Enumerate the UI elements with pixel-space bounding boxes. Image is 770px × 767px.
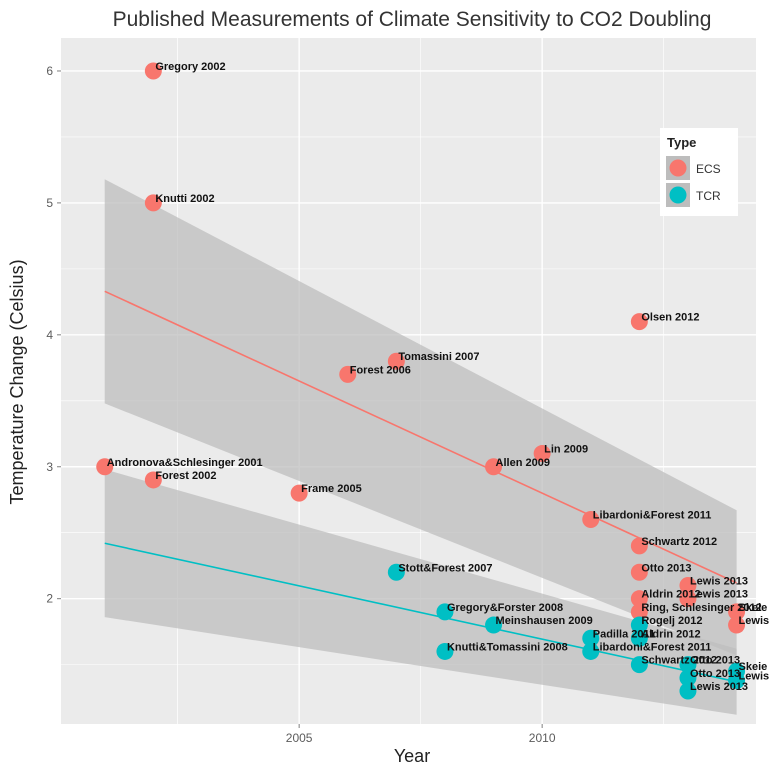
point-label: Knutti 2002 bbox=[155, 193, 214, 205]
fit-line-tcr bbox=[104, 542, 737, 683]
x-tick-label: 2005 bbox=[286, 731, 313, 745]
x-tick-label: 2010 bbox=[529, 731, 556, 745]
x-axis-title: Year bbox=[394, 746, 430, 766]
point-label: Forest 2006 bbox=[350, 364, 411, 376]
fit-line-ecs bbox=[104, 290, 737, 584]
confidence-bands bbox=[104, 179, 737, 715]
point-label: Lewis 2013 bbox=[690, 681, 748, 693]
data-point-ecs bbox=[630, 603, 648, 621]
data-point-ecs bbox=[728, 603, 746, 621]
data-point-ecs bbox=[144, 62, 162, 80]
point-label: Otto 2013 bbox=[641, 562, 691, 574]
point-label: Stott&Forest 2007 bbox=[398, 562, 492, 574]
data-point-ecs bbox=[144, 471, 162, 489]
data-point-ecs bbox=[96, 458, 114, 476]
data-point-tcr bbox=[436, 603, 454, 621]
data-point-ecs bbox=[679, 576, 697, 594]
point-label: Otto 2013 bbox=[690, 655, 740, 667]
data-point-tcr bbox=[436, 642, 454, 660]
point-label: Gregory 2002 bbox=[155, 61, 225, 73]
point-label: Aldrin 2012 bbox=[641, 628, 700, 640]
point-label: Andronova&Schlesinger 2001 bbox=[107, 457, 263, 469]
data-point-tcr bbox=[387, 563, 405, 581]
y-tick-label: 2 bbox=[46, 592, 53, 606]
data-point-ecs bbox=[144, 194, 162, 212]
data-point-ecs bbox=[533, 445, 551, 463]
data-point-tcr bbox=[630, 656, 648, 674]
point-label: Lewis bbox=[739, 670, 770, 682]
chart-title: Published Measurements of Climate Sensit… bbox=[113, 8, 712, 31]
point-label: Libardoni&Forest 2011 bbox=[593, 510, 712, 522]
point-label: Allen 2009 bbox=[496, 457, 550, 469]
point-label: Frame 2005 bbox=[301, 483, 362, 495]
point-labels: Andronova&Schlesinger 2001 Gregory 2002 Kn… bbox=[107, 61, 769, 693]
point-label: Lewis 2013 bbox=[690, 575, 748, 587]
point-label: Schwartz 2012 bbox=[641, 655, 717, 667]
y-tick-label: 3 bbox=[46, 460, 53, 474]
point-label: Olsen 2012 bbox=[641, 312, 699, 324]
point-label: Skeie bbox=[739, 602, 768, 614]
point-label: Lin 2009 bbox=[544, 444, 588, 456]
data-point-ecs bbox=[630, 563, 648, 581]
point-label: Skeie bbox=[739, 661, 768, 673]
data-point-ecs bbox=[728, 616, 746, 634]
data-point-tcr bbox=[630, 616, 648, 634]
y-axis-title: Temperature Change (Celsius) bbox=[7, 259, 27, 504]
data-point-ecs bbox=[630, 537, 648, 555]
confidence-band-ecs bbox=[104, 179, 737, 656]
data-point-ecs bbox=[630, 590, 648, 608]
data-point-tcr bbox=[582, 642, 600, 660]
axis-ticks: 2005 2010 2 3 4 5 6 bbox=[46, 64, 556, 745]
point-label: Rogelj 2012 bbox=[641, 615, 702, 627]
data-point-ecs bbox=[679, 590, 697, 608]
y-tick-label: 4 bbox=[46, 328, 53, 342]
data-point-ecs bbox=[582, 511, 600, 529]
data-point-tcr bbox=[582, 629, 600, 647]
legend-title: Type bbox=[667, 135, 696, 150]
data-point-ecs bbox=[339, 365, 357, 383]
point-label: Libardoni&Forest 2011 bbox=[593, 641, 712, 653]
point-label: Knutti&Tomassini 2008 bbox=[447, 641, 568, 653]
data-point-tcr bbox=[679, 656, 697, 674]
point-label: Padilla 2011 bbox=[593, 628, 655, 640]
data-point-ecs bbox=[387, 352, 405, 370]
legend-label-ecs: ECS bbox=[696, 162, 721, 176]
data-point-tcr bbox=[630, 629, 648, 647]
data-point-ecs bbox=[485, 458, 503, 476]
data-point-tcr bbox=[679, 669, 697, 687]
y-tick-label: 6 bbox=[46, 64, 53, 78]
legend-label-tcr: TCR bbox=[696, 189, 721, 203]
legend-key-tcr bbox=[669, 186, 687, 204]
point-label: Gregory&Forster 2008 bbox=[447, 602, 563, 614]
data-point-tcr bbox=[679, 682, 697, 700]
data-point-tcr bbox=[485, 616, 503, 634]
data-point-tcr bbox=[728, 671, 746, 689]
point-label: Forest 2002 bbox=[155, 470, 216, 482]
point-label: Schwartz 2012 bbox=[641, 536, 717, 548]
confidence-band-tcr bbox=[104, 469, 737, 715]
point-label: Lewis bbox=[739, 615, 770, 627]
fit-lines bbox=[104, 290, 737, 683]
legend-key-ecs bbox=[669, 159, 687, 177]
y-tick-label: 5 bbox=[46, 196, 53, 210]
point-label: Aldrin 2012 bbox=[641, 589, 700, 601]
data-point-ecs bbox=[630, 313, 648, 331]
point-label: Ring, Schlesinger 2012 bbox=[641, 602, 761, 614]
point-label: Meinshausen 2009 bbox=[496, 615, 593, 627]
point-label: Tomassini 2007 bbox=[398, 351, 479, 363]
point-label: Lewis 2013 bbox=[690, 589, 748, 601]
data-point-ecs bbox=[290, 484, 308, 502]
point-label: Otto 2013 bbox=[690, 668, 740, 680]
data-points bbox=[96, 62, 746, 700]
